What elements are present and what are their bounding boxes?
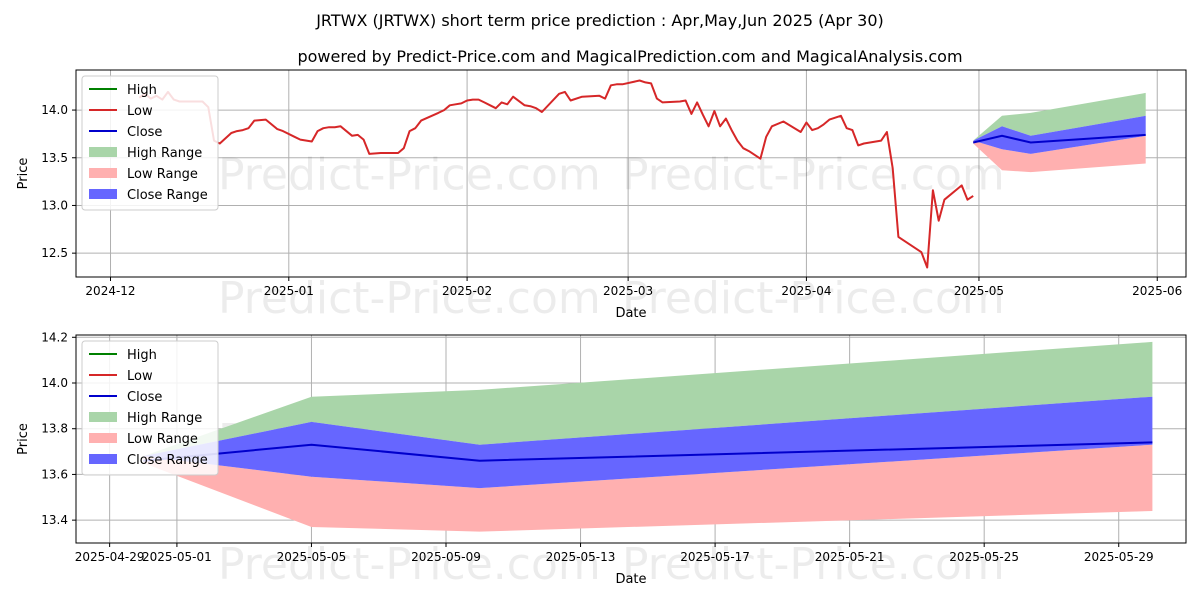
- x-tick-label: 2025-05-25: [949, 550, 1019, 564]
- legend: High Low Close High Range Low Range Close Ran…: [81, 340, 219, 476]
- x-tick-label: 2025-05-17: [680, 550, 750, 564]
- x-tick-label: 2025-05-21: [815, 550, 885, 564]
- close-range-band: [143, 396, 1153, 489]
- legend-label: High: [127, 348, 157, 363]
- x-tick-label: 2025-03: [603, 284, 653, 298]
- x-tick-label: 2025-06: [1132, 284, 1182, 298]
- watermark: Predict-Price.com: [218, 150, 601, 201]
- history-panel: 2024-12 2025-01 2025-02 2025-03 2025-04 2025-…: [16, 69, 1187, 324]
- x-tick-label: 2025-02: [442, 284, 492, 298]
- x-tick-label: 2025-05-13: [546, 550, 616, 564]
- y-tick-label: 14.0: [41, 376, 68, 390]
- x-axis-label: Date: [615, 306, 646, 321]
- high-range-band: [973, 92, 1146, 141]
- plot-frame: [75, 69, 1187, 278]
- low-range-band: [143, 444, 1153, 532]
- legend-label: High: [127, 83, 157, 98]
- series-low-line: [138, 79, 974, 269]
- legend-label: Low Range: [127, 167, 198, 182]
- plot-frame: [75, 334, 1187, 544]
- x-tick-label: 2025-04-29: [75, 550, 145, 564]
- x-tick-label: 2024-12: [85, 284, 135, 298]
- legend-swatch-close-range: [89, 454, 117, 464]
- series-close-line: [972, 133, 1146, 144]
- x-tick-label: 2025-01: [264, 284, 314, 298]
- x-tick-label: 2025-05-09: [411, 550, 481, 564]
- watermark: Predict-Price.com: [622, 150, 1005, 201]
- legend-label: Low: [127, 104, 153, 119]
- x-tick-label: 2025-05-05: [277, 550, 347, 564]
- close-range-band: [973, 115, 1146, 154]
- legend-label: Close: [127, 390, 162, 405]
- legend-swatch-low-range: [89, 433, 117, 443]
- watermark: Predict-Price.com: [218, 273, 601, 324]
- legend-label: Low: [127, 369, 153, 384]
- x-tick-label: 2025-05-01: [142, 550, 212, 564]
- y-tick-label: 13.6: [41, 467, 68, 481]
- legend-label: High Range: [127, 411, 202, 426]
- x-tick-label: 2025-04: [781, 284, 831, 298]
- series-close-line: [143, 441, 1153, 462]
- legend-swatch-low-range: [89, 168, 117, 178]
- legend-label: Close Range: [127, 453, 208, 468]
- x-axis-label: Date: [615, 572, 646, 587]
- y-tick-label: 13.0: [41, 198, 68, 212]
- y-tick-label: 12.5: [41, 246, 68, 260]
- chart-title: JRTWX (JRTWX) short term price predictio…: [315, 11, 884, 30]
- legend-swatch-close-range: [89, 189, 117, 199]
- y-tick-label: 13.8: [41, 422, 68, 436]
- chart-subtitle: powered by Predict-Price.com and Magical…: [297, 47, 962, 66]
- legend-swatch-high-range: [89, 147, 117, 157]
- legend-label: Low Range: [127, 432, 198, 447]
- watermark: Predict-Price.com: [622, 539, 1005, 590]
- y-axis-label: Price: [16, 423, 31, 455]
- legend-swatch-high-range: [89, 412, 117, 422]
- legend-label: High Range: [127, 146, 202, 161]
- y-axis-label: Price: [16, 158, 31, 190]
- high-range-band: [143, 341, 1153, 457]
- y-tick-label: 14.0: [41, 103, 68, 117]
- low-range-band: [973, 135, 1146, 173]
- legend-label: Close: [127, 125, 162, 140]
- x-tick-label: 2025-05-29: [1084, 550, 1154, 564]
- watermark: Predict-Price.com: [622, 273, 1005, 324]
- legend: High Low Close High Range Low Range Close Ran…: [81, 75, 219, 211]
- legend-label: Close Range: [127, 188, 208, 203]
- y-tick-label: 13.5: [41, 151, 68, 165]
- x-tick-label: 2025-05: [954, 284, 1004, 298]
- watermark: Predict-Price.com: [218, 539, 601, 590]
- y-tick-label: 13.4: [41, 513, 68, 527]
- y-tick-label: 14.2: [41, 330, 68, 344]
